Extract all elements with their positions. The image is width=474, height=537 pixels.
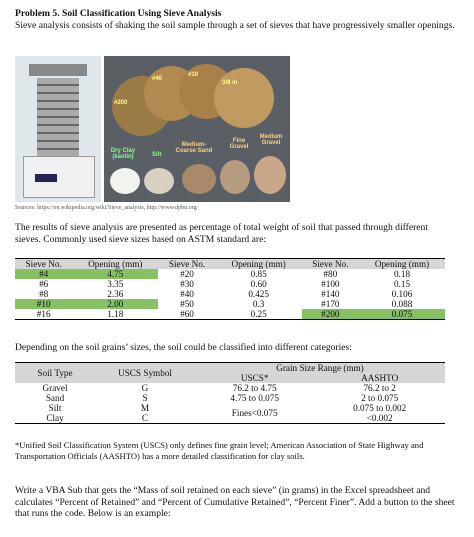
cell: #100 [321, 279, 340, 289]
cell: #140 [321, 289, 340, 299]
cell: #50 [180, 299, 194, 309]
photo-label: Dry Clay (kaolin) [110, 148, 136, 160]
cell: M [140, 403, 150, 413]
header-cell: Grain Size Range (mm) [276, 363, 364, 373]
cell: S [142, 393, 148, 403]
title: Problem 5. Soil Classification Using Sie… [15, 8, 222, 19]
cell: <0.002 [366, 413, 393, 423]
cell: 76.2 to 4.75 [232, 383, 277, 393]
cell: 3.35 [107, 279, 124, 289]
cell: #80 [323, 269, 338, 279]
photo-label: #40 [152, 76, 163, 82]
cell: #40 [180, 289, 194, 299]
header-cell: Opening (mm) [231, 259, 286, 269]
cell: #16 [36, 309, 51, 319]
cell: G [141, 383, 149, 393]
sieve-table: Sieve No. Opening (mm) Sieve No. Opening (m… [15, 258, 445, 320]
cell: Fines<0.075 [231, 408, 278, 418]
soil-table: Soil Type USCS Symbol Grain Size Range (mm… [15, 362, 445, 424]
header-cell: Sieve No. [25, 259, 62, 269]
header-cell: Sieve No. [312, 259, 349, 269]
cell: 76.2 to 2 [363, 383, 396, 393]
source: Sources: https://en.wikipedia.org/wiki/S… [15, 205, 199, 211]
photo-label: 3/8 in [222, 80, 238, 86]
header-cell: AASHTO [361, 373, 399, 383]
cell: 0.088 [391, 299, 413, 309]
cell: Silt [48, 403, 62, 413]
cell: 2 to 0.075 [361, 393, 399, 403]
header-cell: Sieve No. [168, 259, 206, 269]
cell: 0.60 [250, 279, 267, 289]
cell: Gravel [42, 383, 68, 393]
cell: 4.75 to 0.075 [230, 393, 279, 403]
cell: 0.25 [250, 309, 267, 319]
cell: 1.18 [107, 309, 124, 319]
cell: Sand [45, 393, 65, 403]
header-cell: Soil Type [37, 368, 73, 378]
cell: 4.75 [72, 269, 159, 279]
cell: 0.075 to 0.002 [353, 403, 407, 413]
shaker-photo [15, 56, 101, 202]
note: *Unified Soil Classification System (USC… [15, 440, 424, 461]
cell: #10 [15, 299, 73, 309]
photo-label: Silt [152, 152, 162, 158]
task: Write a VBA Sub that gets the “Mass of s… [15, 485, 455, 519]
cell: #8 [39, 289, 49, 299]
cell: 0.106 [391, 289, 413, 299]
cell: #60 [180, 309, 194, 319]
sieves-photo: #40 #10 3/8 in #200 Medium-Coarse Sand F… [104, 56, 290, 202]
cell: #30 [180, 279, 194, 289]
cell: 0.15 [393, 279, 411, 289]
header-cell: USCS Symbol [118, 368, 172, 378]
photo-label: #10 [188, 72, 199, 78]
paragraph: The results of sieve analysis are presen… [15, 222, 429, 245]
cell: C [141, 413, 149, 423]
cell: 0.3 [252, 299, 265, 309]
cell: #20 [180, 269, 194, 279]
cell: 2.36 [107, 289, 124, 299]
cell: 0.85 [250, 269, 267, 279]
cell: #4 [15, 269, 73, 279]
photo-label: Medium Gravel [259, 134, 283, 146]
photo-label: #200 [114, 100, 128, 106]
cell: #6 [39, 279, 49, 289]
cell: 0.425 [248, 289, 269, 299]
intro: Sieve analysis consists of shaking the s… [15, 20, 455, 31]
cell: 0.18 [393, 269, 411, 279]
cell: #170 [321, 299, 340, 309]
cell: #200 [301, 309, 359, 320]
cell: Clay [46, 413, 64, 423]
cell: 0.075 [358, 309, 445, 320]
header-cell: Opening (mm) [88, 259, 143, 269]
cell: 2.00 [72, 299, 159, 309]
header-cell: USCS* [240, 373, 269, 383]
header-cell: Opening (mm) [374, 259, 430, 269]
photo-label: Fine Gravel [229, 138, 249, 150]
photo-label: Medium-Coarse Sand [175, 142, 213, 154]
paragraph: Depending on the soil grains’ sizes, the… [15, 342, 352, 353]
